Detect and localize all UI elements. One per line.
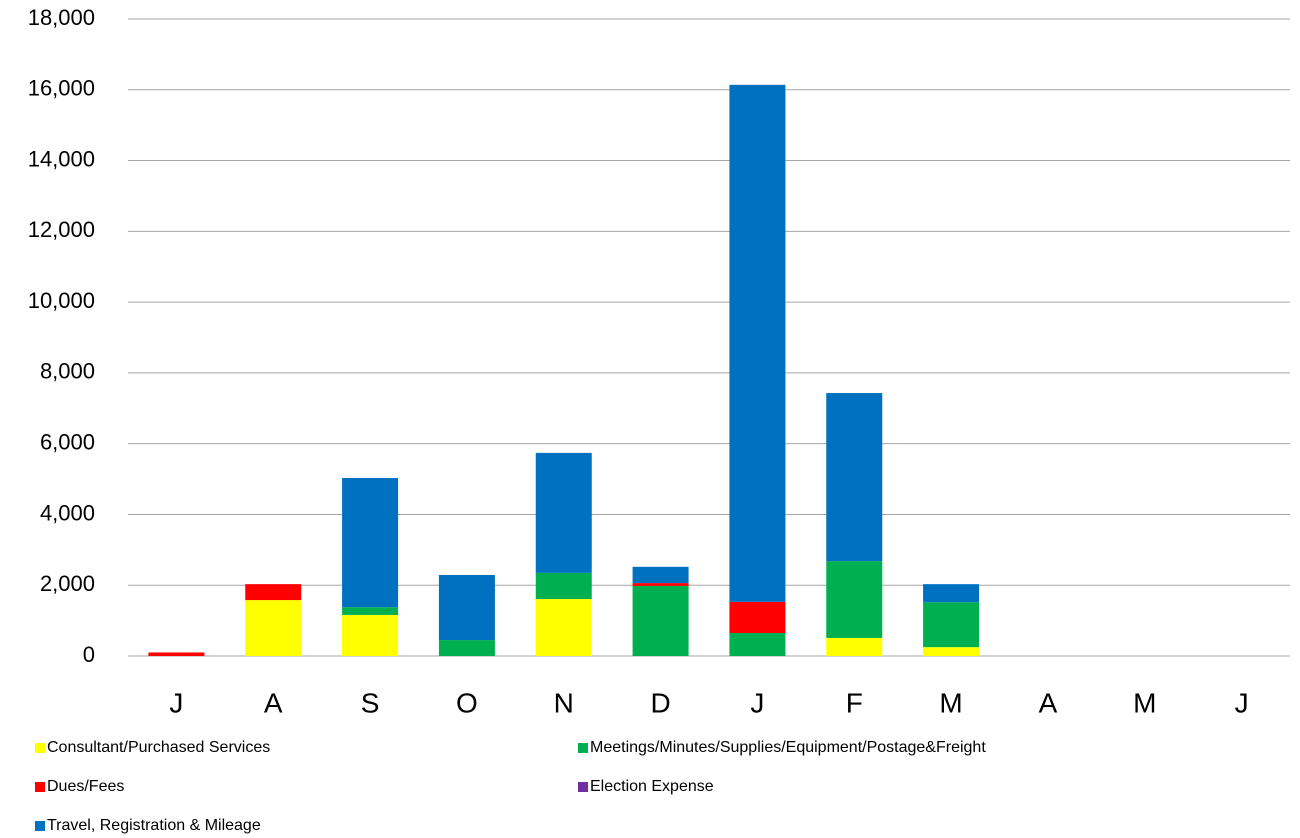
bar-segment [826, 637, 883, 656]
legend-swatch [35, 782, 45, 792]
legend-swatch [35, 743, 45, 753]
y-tick-label: 18,000 [28, 5, 95, 30]
bar-segment [342, 614, 399, 656]
bar-segment [632, 566, 689, 584]
bar-segment [729, 84, 786, 602]
bar-segment [438, 640, 495, 656]
y-tick-label: 0 [83, 642, 95, 667]
x-tick-label: O [456, 687, 478, 718]
legend-swatch [578, 743, 588, 753]
legend-swatch [35, 821, 45, 831]
bar-segment [535, 572, 592, 600]
x-tick-label: A [264, 687, 283, 718]
y-tick-label: 12,000 [28, 217, 95, 242]
y-tick-label: 6,000 [40, 429, 95, 454]
bar-segment [632, 585, 689, 656]
legend-label: Dues/Fees [47, 778, 124, 795]
y-tick-label: 2,000 [40, 571, 95, 596]
x-tick-label: J [169, 687, 183, 718]
legend-label: Travel, Registration & Mileage [47, 817, 261, 834]
legend-swatch [578, 782, 588, 792]
legend-label: Consultant/Purchased Services [47, 739, 270, 756]
x-tick-label: S [361, 687, 380, 718]
y-tick-label: 10,000 [28, 288, 95, 313]
y-tick-label: 14,000 [28, 146, 95, 171]
bar-segment [438, 574, 495, 641]
legend-label: Meetings/Minutes/Supplies/Equipment/Post… [590, 739, 986, 756]
x-tick-label: M [939, 687, 962, 718]
bar-segment [923, 602, 980, 648]
x-tick-label: M [1133, 687, 1156, 718]
x-tick-label: J [1235, 687, 1249, 718]
x-tick-label: J [750, 687, 764, 718]
bar-segment [923, 584, 980, 603]
bar-segment [923, 647, 980, 656]
bar-segment [729, 601, 786, 633]
bar-segment [826, 393, 883, 562]
bar-segment [535, 599, 592, 656]
x-tick-label: D [650, 687, 670, 718]
bar-segment [148, 652, 205, 656]
x-tick-label: A [1039, 687, 1058, 718]
bar-segment [632, 583, 689, 586]
bar-segment [342, 607, 399, 615]
bar-segment [342, 477, 399, 608]
bar-segment [729, 632, 786, 656]
x-tick-label: F [846, 687, 863, 718]
y-tick-label: 16,000 [28, 76, 95, 101]
bar-segment [535, 452, 592, 573]
y-tick-label: 8,000 [40, 359, 95, 384]
bar-segment [245, 600, 302, 656]
y-tick-label: 4,000 [40, 500, 95, 525]
bar-segment [245, 584, 302, 601]
bar-segment [826, 561, 883, 638]
x-tick-label: N [554, 687, 574, 718]
legend-label: Election Expense [590, 778, 714, 795]
